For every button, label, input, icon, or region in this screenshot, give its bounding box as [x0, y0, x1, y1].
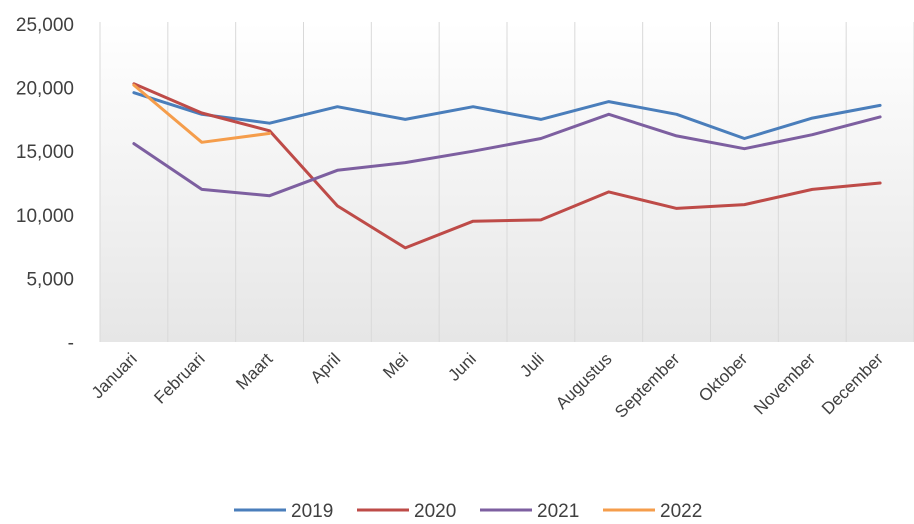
series-lines: [132, 82, 882, 250]
x-tick-label: Januari: [88, 349, 141, 402]
y-tick-label: 25,000: [16, 15, 74, 36]
y-tick-label: 10,000: [16, 206, 74, 227]
x-tick-label: Maart: [232, 349, 276, 393]
series-line-2021: [132, 112, 882, 198]
gridlines: [99, 22, 914, 342]
y-tick-label: 15,000: [16, 142, 74, 163]
x-tick-label: Mei: [379, 349, 412, 382]
legend-label-2021: 2021: [537, 501, 579, 522]
x-tick-label: Februari: [150, 349, 208, 407]
x-tick-label: April: [307, 349, 344, 386]
series-line-2022: [132, 83, 272, 144]
y-axis: - 5,000 10,000 15,000 20,000 25,000: [16, 15, 74, 354]
legend-label-2022: 2022: [660, 501, 702, 522]
x-tick-label: November: [750, 349, 819, 418]
x-tick-label: Oktober: [695, 349, 751, 405]
series-line-2020: [132, 82, 882, 250]
y-tick-label: 20,000: [16, 79, 74, 100]
legend-label-2019: 2019: [291, 501, 333, 522]
y-tick-label: 5,000: [26, 269, 74, 290]
x-tick-label: Juli: [516, 349, 547, 380]
x-tick-label: Juni: [444, 349, 479, 384]
legend: 2019 2020 2021 2022: [234, 501, 702, 522]
series-line-2019: [132, 91, 882, 140]
legend-label-2020: 2020: [414, 501, 456, 522]
y-tick-label: -: [68, 333, 74, 354]
x-tick-label: September: [611, 349, 683, 421]
x-axis: Januari Februari Maart April Mei Juni Juli Augu…: [88, 349, 887, 421]
x-tick-label: December: [818, 349, 887, 418]
x-tick-label: Augustus: [552, 349, 616, 413]
